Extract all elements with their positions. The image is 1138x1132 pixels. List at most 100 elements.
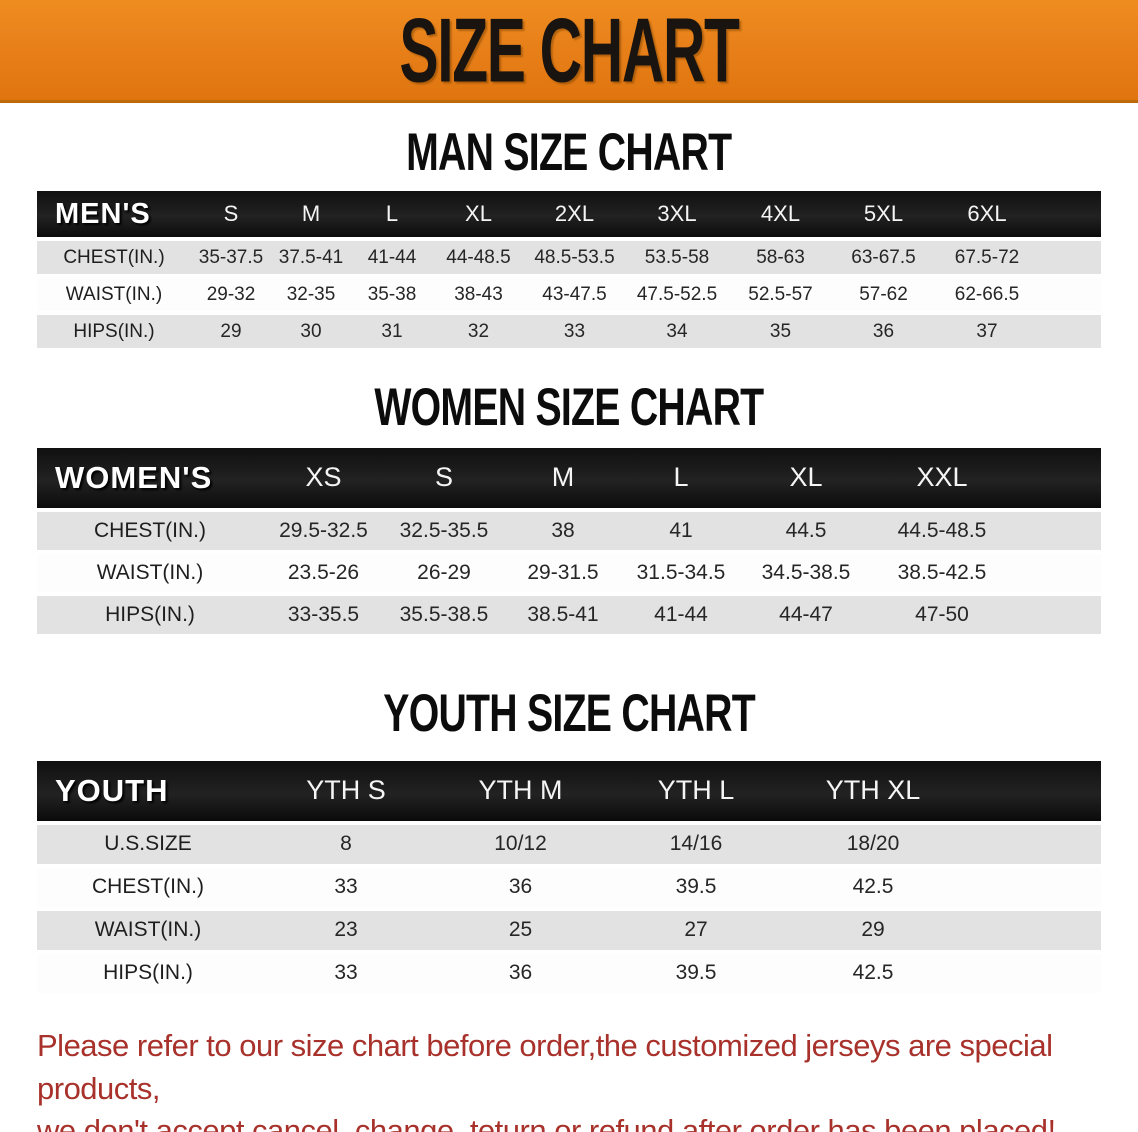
measurement-row: HIPS(IN.) 33 36 39.5 42.5 (37, 953, 1101, 993)
size-table-youth: YOUTH YTH S YTH M YTH L YTH XL U.S.SIZE … (37, 757, 1101, 997)
table-header-row: WOMEN'S XS S M L XL XXL (37, 447, 1101, 508)
size-value: 39.5 (608, 953, 784, 993)
section-title-women-text: WOMEN SIZE CHART (374, 378, 764, 438)
size-value: 35.5-38.5 (384, 595, 504, 634)
size-value: 31.5-34.5 (622, 553, 740, 592)
filler-cell (962, 760, 1101, 821)
filler-cell (1039, 315, 1101, 349)
size-value: 33 (259, 867, 433, 907)
size-value: 44-47 (740, 595, 872, 634)
size-value: 62-66.5 (935, 278, 1039, 312)
size-value: 33 (259, 953, 433, 993)
size-value: 47.5-52.5 (625, 278, 729, 312)
section-title-men: MAN SIZE CHART (0, 123, 1138, 182)
disclaimer-line-1: Please refer to our size chart before or… (37, 1027, 1053, 1106)
row-label: WAIST(IN.) (37, 910, 259, 950)
size-value: 36 (433, 953, 608, 993)
size-value: 48.5-53.5 (524, 241, 625, 275)
measurement-row: U.S.SIZE 8 10/12 14/16 18/20 (37, 824, 1101, 864)
size-value: 27 (608, 910, 784, 950)
size-value: 35 (729, 315, 832, 349)
measurement-row: HIPS(IN.) 29 30 31 32 33 34 35 36 37 (37, 315, 1101, 349)
table-header-label: YOUTH (37, 760, 259, 821)
column-header: YTH M (433, 760, 608, 821)
column-header: 4XL (729, 191, 832, 238)
size-value: 29 (191, 315, 271, 349)
filler-cell (1012, 511, 1101, 550)
filler-cell (962, 824, 1101, 864)
size-value: 42.5 (784, 953, 962, 993)
measurement-row: HIPS(IN.) 33-35.5 35.5-38.5 38.5-41 41-4… (37, 595, 1101, 634)
size-value: 38.5-41 (504, 595, 622, 634)
row-label: WAIST(IN.) (37, 278, 191, 312)
size-value: 53.5-58 (625, 241, 729, 275)
measurement-row: CHEST(IN.) 35-37.5 37.5-41 41-44 44-48.5… (37, 241, 1101, 275)
column-header: 3XL (625, 191, 729, 238)
row-label: U.S.SIZE (37, 824, 259, 864)
size-value: 33-35.5 (263, 595, 384, 634)
size-value: 57-62 (832, 278, 935, 312)
size-value: 23.5-26 (263, 553, 384, 592)
size-value: 44.5 (740, 511, 872, 550)
size-value: 10/12 (433, 824, 608, 864)
disclaimer-line-2: we don't accept cancel, change, teturn o… (37, 1113, 1056, 1132)
filler-cell (1039, 241, 1101, 275)
size-value: 42.5 (784, 867, 962, 907)
section-title-women: WOMEN SIZE CHART (0, 378, 1138, 438)
filler-cell (1012, 553, 1101, 592)
section-title-men-text: MAN SIZE CHART (406, 123, 732, 182)
size-value: 29-31.5 (504, 553, 622, 592)
measurement-row: CHEST(IN.) 29.5-32.5 32.5-35.5 38 41 44.… (37, 511, 1101, 550)
column-header: S (384, 447, 504, 508)
size-value: 34 (625, 315, 729, 349)
column-header: XXL (872, 447, 1012, 508)
row-label: CHEST(IN.) (37, 867, 259, 907)
section-title-youth-text: YOUTH SIZE CHART (383, 683, 755, 743)
column-header: L (351, 191, 433, 238)
size-value: 63-67.5 (832, 241, 935, 275)
column-header: XS (263, 447, 384, 508)
size-value: 8 (259, 824, 433, 864)
size-value: 32 (433, 315, 524, 349)
size-value: 29 (784, 910, 962, 950)
size-value: 35-38 (351, 278, 433, 312)
filler-cell (1012, 595, 1101, 634)
size-value: 32-35 (271, 278, 351, 312)
column-header: M (271, 191, 351, 238)
size-value: 26-29 (384, 553, 504, 592)
measurement-row: WAIST(IN.) 29-32 32-35 35-38 38-43 43-47… (37, 278, 1101, 312)
table-header-label: WOMEN'S (37, 447, 263, 508)
section-title-youth: YOUTH SIZE CHART (0, 683, 1138, 743)
size-value: 41 (622, 511, 740, 550)
column-header: XL (740, 447, 872, 508)
row-label: HIPS(IN.) (37, 595, 263, 634)
size-value: 41-44 (351, 241, 433, 275)
size-value: 30 (271, 315, 351, 349)
column-header: YTH S (259, 760, 433, 821)
size-value: 18/20 (784, 824, 962, 864)
size-value: 58-63 (729, 241, 832, 275)
column-header: YTH XL (784, 760, 962, 821)
size-value: 37 (935, 315, 1039, 349)
filler-cell (962, 910, 1101, 950)
column-header: 2XL (524, 191, 625, 238)
size-table-women: WOMEN'S XS S M L XL XXL CHEST(IN.) 29.5-… (37, 444, 1101, 638)
size-value: 32.5-35.5 (384, 511, 504, 550)
size-table-men: MEN'S S M L XL 2XL 3XL 4XL 5XL 6XL CHEST… (37, 187, 1101, 352)
filler-cell (1039, 278, 1101, 312)
disclaimer: Please refer to our size chart before or… (0, 1025, 1138, 1132)
size-value: 44-48.5 (433, 241, 524, 275)
size-value: 29.5-32.5 (263, 511, 384, 550)
filler-cell (1012, 447, 1101, 508)
measurement-row: WAIST(IN.) 23.5-26 26-29 29-31.5 31.5-34… (37, 553, 1101, 592)
size-value: 23 (259, 910, 433, 950)
size-value: 41-44 (622, 595, 740, 634)
size-value: 38-43 (433, 278, 524, 312)
row-label: HIPS(IN.) (37, 315, 191, 349)
filler-cell (1039, 191, 1101, 238)
measurement-row: CHEST(IN.) 33 36 39.5 42.5 (37, 867, 1101, 907)
size-value: 31 (351, 315, 433, 349)
size-value: 43-47.5 (524, 278, 625, 312)
size-value: 47-50 (872, 595, 1012, 634)
table-header-row: MEN'S S M L XL 2XL 3XL 4XL 5XL 6XL (37, 191, 1101, 238)
